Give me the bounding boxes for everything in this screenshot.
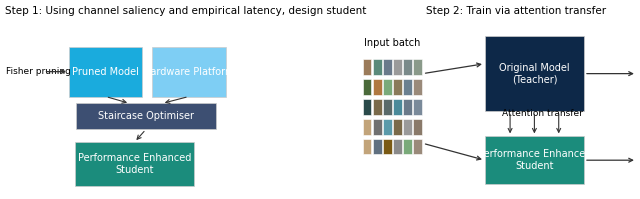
Text: Fisher pruning: Fisher pruning <box>6 67 71 76</box>
FancyBboxPatch shape <box>372 119 381 135</box>
Text: Original Model
(Teacher): Original Model (Teacher) <box>499 63 570 84</box>
FancyBboxPatch shape <box>403 119 412 135</box>
FancyBboxPatch shape <box>413 79 422 95</box>
FancyBboxPatch shape <box>152 47 226 97</box>
FancyBboxPatch shape <box>372 99 381 115</box>
FancyBboxPatch shape <box>372 139 381 154</box>
FancyBboxPatch shape <box>383 59 392 75</box>
FancyBboxPatch shape <box>362 99 371 115</box>
FancyBboxPatch shape <box>362 139 371 154</box>
FancyBboxPatch shape <box>393 59 402 75</box>
FancyBboxPatch shape <box>372 79 381 95</box>
FancyBboxPatch shape <box>413 99 422 115</box>
FancyBboxPatch shape <box>393 119 402 135</box>
FancyBboxPatch shape <box>362 79 371 95</box>
FancyBboxPatch shape <box>76 142 193 186</box>
Text: Performance Enhanced
Student: Performance Enhanced Student <box>77 153 191 175</box>
FancyBboxPatch shape <box>69 47 143 97</box>
Text: Hardware Platform: Hardware Platform <box>143 67 234 77</box>
FancyBboxPatch shape <box>383 119 392 135</box>
FancyBboxPatch shape <box>485 136 584 184</box>
FancyBboxPatch shape <box>413 59 422 75</box>
Text: Input batch: Input batch <box>364 38 420 48</box>
FancyBboxPatch shape <box>403 139 412 154</box>
FancyBboxPatch shape <box>383 79 392 95</box>
Text: Attention transfer: Attention transfer <box>502 109 582 118</box>
FancyBboxPatch shape <box>383 99 392 115</box>
FancyBboxPatch shape <box>485 36 584 111</box>
FancyBboxPatch shape <box>413 119 422 135</box>
Text: Staircase Optimiser: Staircase Optimiser <box>98 111 194 121</box>
FancyBboxPatch shape <box>403 79 412 95</box>
Text: Step 2: Train via attention transfer: Step 2: Train via attention transfer <box>426 6 605 16</box>
FancyBboxPatch shape <box>372 59 381 75</box>
FancyBboxPatch shape <box>403 59 412 75</box>
FancyBboxPatch shape <box>76 103 216 129</box>
FancyBboxPatch shape <box>362 119 371 135</box>
FancyBboxPatch shape <box>393 99 402 115</box>
FancyBboxPatch shape <box>362 59 371 75</box>
FancyBboxPatch shape <box>383 139 392 154</box>
FancyBboxPatch shape <box>393 139 402 154</box>
FancyBboxPatch shape <box>393 79 402 95</box>
Text: Step 1: Using channel saliency and empirical latency, design student: Step 1: Using channel saliency and empir… <box>5 6 367 16</box>
Text: Pruned Model: Pruned Model <box>72 67 139 77</box>
FancyBboxPatch shape <box>413 139 422 154</box>
FancyBboxPatch shape <box>403 99 412 115</box>
Text: Performance Enhanced
Student: Performance Enhanced Student <box>477 149 591 171</box>
